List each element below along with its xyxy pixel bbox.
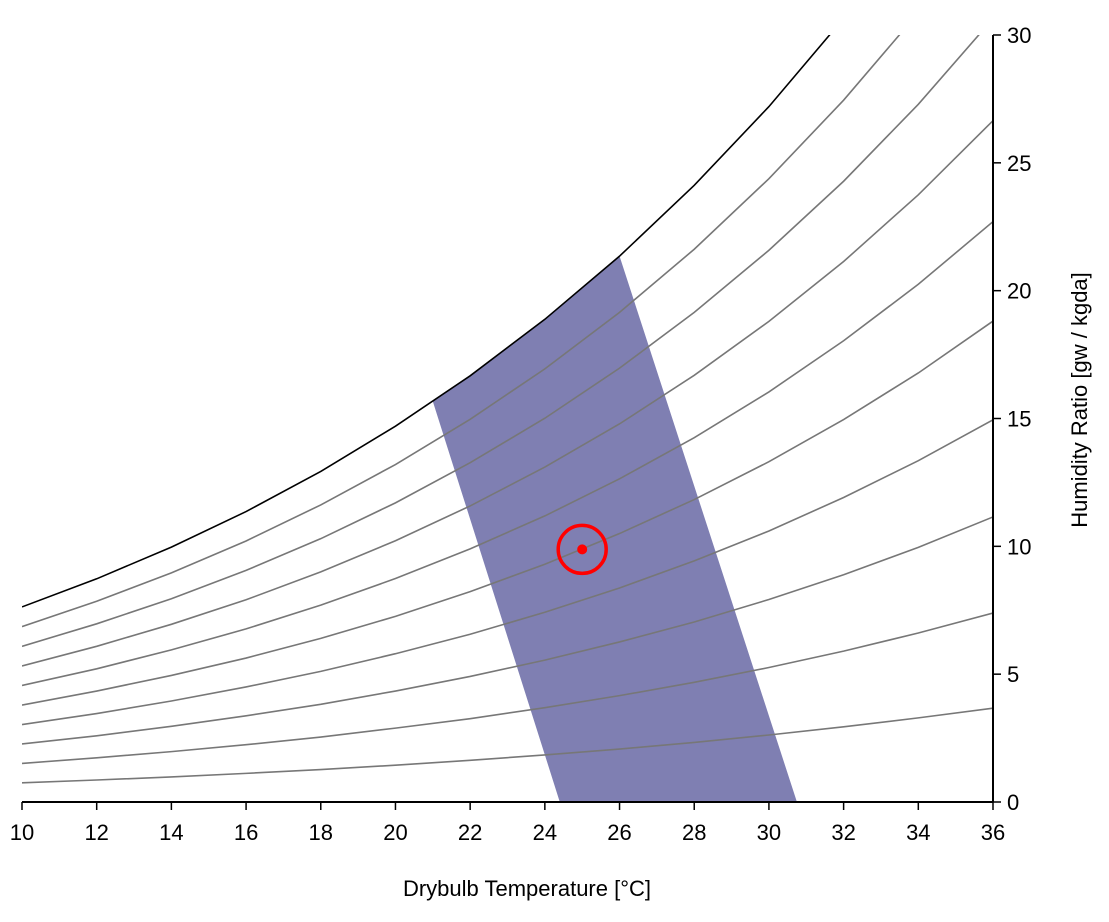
x-tick-label: 30 <box>757 820 781 845</box>
rh-curve <box>22 612 993 765</box>
rh-curve <box>22 516 993 745</box>
y-tick-label: 20 <box>1007 279 1031 304</box>
x-axis-label: Drybulb Temperature [°C] <box>403 876 651 901</box>
x-tick-label: 14 <box>159 820 183 845</box>
plot-area <box>22 35 993 802</box>
comfort-zone <box>432 256 797 802</box>
x-tick-label: 26 <box>607 820 631 845</box>
y-tick-label: 25 <box>1007 151 1031 176</box>
rh-curve <box>22 35 831 608</box>
rh-curve <box>22 707 993 784</box>
y-tick-label: 30 <box>1007 23 1031 48</box>
x-tick-label: 16 <box>234 820 258 845</box>
rh-curve <box>22 320 993 706</box>
y-tick-label: 0 <box>1007 790 1019 815</box>
x-tick-label: 20 <box>383 820 407 845</box>
x-tick-label: 32 <box>831 820 855 845</box>
rh-curve <box>22 35 901 628</box>
state-point <box>577 544 588 555</box>
x-tick-label: 18 <box>309 820 333 845</box>
y-axis-label: Humidity Ratio [gw / kgda] <box>1067 272 1092 528</box>
rh-curve <box>22 419 993 726</box>
rh-curve <box>22 120 993 667</box>
rh-curve <box>22 35 980 648</box>
x-tick-label: 36 <box>981 820 1005 845</box>
x-tick-label: 10 <box>10 820 34 845</box>
x-tick-label: 12 <box>84 820 108 845</box>
y-tick-label: 5 <box>1007 662 1019 687</box>
state-point-ring <box>556 523 608 576</box>
x-tick-label: 24 <box>533 820 557 845</box>
y-tick-label: 10 <box>1007 534 1031 559</box>
y-tick-label: 15 <box>1007 407 1031 432</box>
x-tick-label: 28 <box>682 820 706 845</box>
rh-curve <box>22 221 993 687</box>
x-tick-label: 22 <box>458 820 482 845</box>
x-tick-label: 34 <box>906 820 930 845</box>
